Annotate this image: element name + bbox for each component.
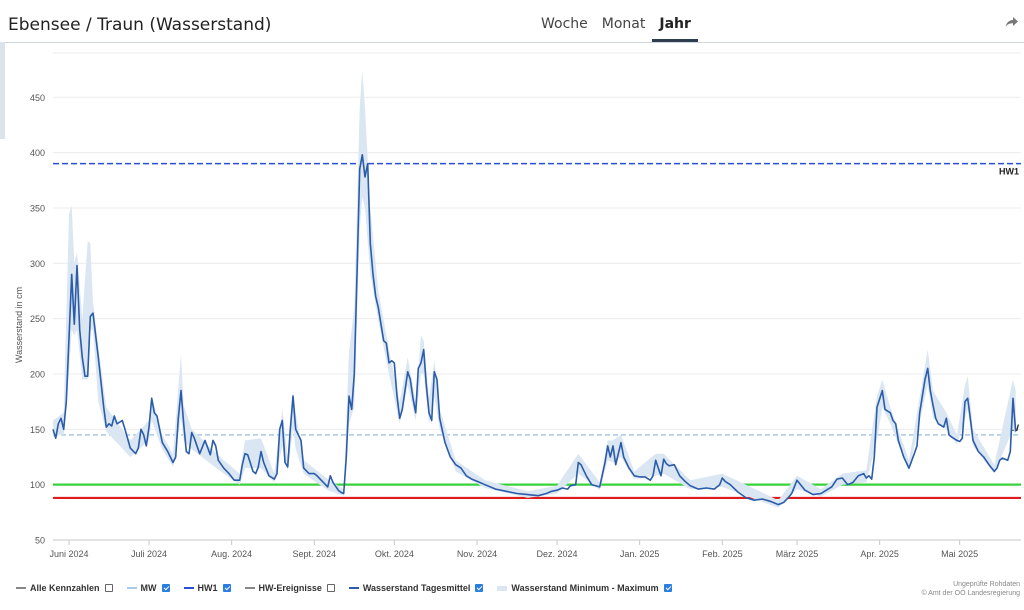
x-tick-label: Nov. 2024	[457, 549, 497, 559]
y-axis-title: Wasserstand in cm	[14, 287, 24, 363]
legend-item-hw1[interactable]: HW1	[183, 583, 231, 593]
legend-item-tagesmittel[interactable]: Wasserstand Tagesmittel	[348, 583, 484, 593]
legend-checkbox[interactable]	[161, 584, 170, 592]
x-tick-label: Jan. 2025	[620, 549, 660, 559]
left-border-accent	[0, 42, 5, 139]
water-level-chart: HW1MW 50 100 150 200 250 300 350 400 450 Juni 20…	[14, 52, 1021, 559]
x-tick-label: Juli 2024	[131, 549, 167, 559]
legend-label: MW	[140, 583, 157, 593]
legend-item-min-max[interactable]: Wasserstand Minimum - Maximum	[497, 583, 672, 593]
legend-label: Wasserstand Minimum - Maximum	[511, 583, 659, 593]
credit-line: © Amt der OÖ Landesregierung	[921, 590, 1020, 597]
y-tick-label: 300	[30, 259, 45, 269]
y-tick-label: 400	[30, 148, 45, 158]
series-lines	[52, 154, 1017, 506]
y-tick-label: 350	[30, 203, 45, 213]
header-bar: Ebensee / Traun (Wasserstand) Woche Mona…	[0, 0, 1024, 43]
legend-item-mw[interactable]: MW	[126, 583, 170, 593]
credits: Ungeprüfte Rohdaten © Amt der OÖ Landesr…	[921, 580, 1020, 598]
y-tick-label: 100	[30, 480, 45, 490]
tab-jahr[interactable]: Jahr	[652, 0, 698, 42]
legend-label: Alle Kennzahlen	[30, 583, 100, 593]
y-tick-label: 50	[35, 536, 45, 546]
legend-checkbox[interactable]	[104, 584, 113, 592]
legend-label: Wasserstand Tagesmittel	[362, 583, 471, 593]
legend-checkbox[interactable]	[222, 584, 231, 592]
y-tick-label: 150	[30, 425, 45, 435]
legend-swatch	[16, 587, 26, 589]
x-tick-label: Mai 2025	[941, 549, 978, 559]
reference-line-label: HW1	[999, 167, 1019, 177]
x-tick-label: Okt. 2024	[375, 549, 414, 559]
legend-swatch	[348, 587, 359, 589]
reference-lines: HW1MW	[53, 162, 1021, 500]
min-max-band	[53, 69, 1016, 508]
credit-line: Ungeprüfte Rohdaten	[953, 581, 1020, 588]
legend-swatch	[183, 587, 194, 589]
x-tick-label: Apr. 2025	[860, 549, 899, 559]
y-tick-label: 450	[30, 93, 45, 103]
legend-swatch	[497, 585, 508, 591]
y-axis: 50 100 150 200 250 300 350 400 450	[30, 93, 45, 546]
grid-lines	[53, 52, 1021, 541]
page-title: Ebensee / Traun (Wasserstand)	[8, 15, 272, 35]
legend-swatch	[126, 587, 137, 589]
legend-label: HW1	[197, 583, 218, 593]
x-axis: Juni 2024 Juli 2024 Aug. 2024 Sept. 2024 Okt…	[49, 539, 1021, 559]
tab-woche[interactable]: Woche	[541, 16, 588, 32]
time-range-tabs: Woche Monat Jahr	[534, 0, 698, 42]
series-line-tagesmittel	[52, 154, 1017, 506]
legend-checkbox[interactable]	[475, 584, 484, 592]
x-tick-label: Dez. 2024	[536, 549, 577, 559]
legend-checkbox[interactable]	[326, 584, 335, 592]
x-tick-label: Sept. 2024	[293, 549, 337, 559]
tab-monat[interactable]: Monat	[601, 16, 646, 32]
y-tick-label: 250	[30, 314, 45, 324]
legend-label: HW-Ereignisse	[258, 583, 322, 593]
x-tick-label: März 2025	[776, 549, 819, 559]
x-tick-label: Juni 2024	[49, 549, 88, 559]
range-band	[53, 69, 1016, 508]
legend-item-alle-kennzahlen[interactable]: Alle Kennzahlen	[16, 583, 113, 593]
legend-checkbox[interactable]	[663, 584, 672, 592]
y-tick-label: 200	[30, 369, 45, 379]
x-tick-label: Aug. 2024	[211, 549, 252, 559]
x-tick-label: Feb. 2025	[702, 549, 743, 559]
legend-swatch	[244, 587, 255, 589]
chart-legend: Alle Kennzahlen MW HW1 HW-Ereignisse Was…	[16, 581, 686, 595]
legend-item-hw-ereignisse[interactable]: HW-Ereignisse	[244, 583, 335, 593]
share-icon[interactable]	[1004, 14, 1020, 30]
